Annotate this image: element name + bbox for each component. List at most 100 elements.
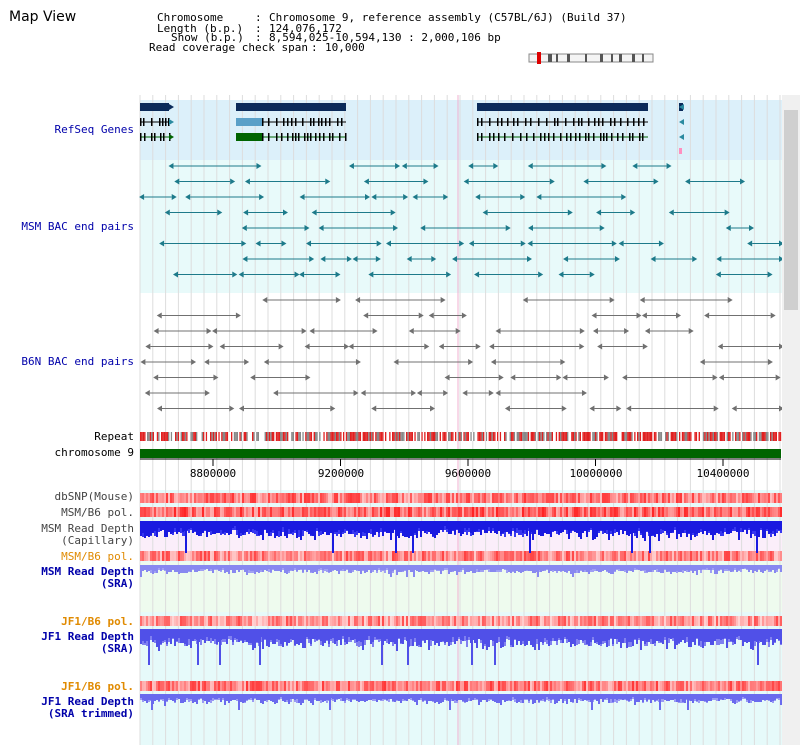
polymorphism-bin [326, 616, 328, 626]
depth-bin [456, 629, 458, 641]
repeat-element [749, 432, 751, 441]
bac-end-marker [603, 374, 609, 381]
polymorphism-bin [316, 551, 318, 561]
polymorphism-bin [754, 493, 756, 503]
depth-bin [336, 521, 338, 532]
polymorphism-bin [300, 681, 302, 691]
bac-end-marker [644, 328, 650, 334]
depth-bin [612, 629, 614, 644]
depth-bin [164, 521, 166, 537]
depth-bin [564, 629, 566, 637]
polymorphism-bin [622, 681, 624, 691]
polymorphism-bin [240, 681, 242, 691]
bac-end-marker [412, 194, 418, 200]
repeat-element [490, 432, 492, 441]
depth-spike [395, 521, 397, 553]
depth-bin [578, 521, 580, 537]
repeat-element [690, 432, 692, 441]
polymorphism-bin [692, 551, 694, 561]
depth-bin [546, 565, 548, 569]
depth-bin [224, 521, 226, 532]
bac-end-marker [238, 405, 244, 412]
depth-bin [350, 521, 352, 534]
depth-bin [176, 629, 178, 641]
polymorphism-bin [624, 507, 626, 517]
polymorphism-bin [412, 507, 414, 517]
polymorphism-bin [502, 551, 504, 561]
polymorphism-bin [420, 507, 422, 517]
repeat-element [233, 432, 236, 441]
depth-bin [198, 694, 200, 699]
repeat-element [656, 432, 658, 441]
depth-bin [194, 629, 196, 639]
polymorphism-bin [184, 616, 186, 626]
depth-bin [554, 629, 556, 641]
polymorphism-bin [170, 493, 172, 503]
depth-bin [320, 694, 322, 700]
polymorphism-bin [332, 507, 334, 517]
polymorphism-bin [504, 681, 506, 691]
depth-bin [170, 694, 172, 700]
depth-bin [286, 521, 288, 538]
bac-end-marker [139, 194, 145, 200]
polymorphism-bin [268, 681, 270, 691]
polymorphism-bin [380, 551, 382, 561]
polymorphism-bin [558, 681, 560, 691]
depth-bin [282, 521, 284, 527]
bac-end-marker [462, 390, 468, 396]
depth-bin [666, 521, 668, 533]
gene-block [140, 103, 169, 111]
polymorphism-bin [388, 551, 390, 561]
polymorphism-bin [190, 493, 192, 503]
ideogram-band [611, 54, 613, 62]
gene-exon [287, 118, 289, 126]
polymorphism-bin [556, 616, 558, 626]
depth-bin [476, 565, 478, 569]
polymorphism-bin [430, 493, 432, 503]
depth-bin [548, 694, 550, 699]
polymorphism-bin [404, 681, 406, 691]
depth-bin [316, 694, 318, 701]
polymorphism-bin [160, 681, 162, 691]
repeat-element [663, 432, 665, 441]
depth-bin [482, 521, 484, 529]
depth-bin [182, 694, 184, 703]
bac-end-marker [446, 271, 452, 278]
polymorphism-bin [168, 551, 170, 561]
polymorphism-bin [602, 507, 604, 517]
polymorphism-bin [422, 616, 424, 626]
depth-bin [550, 629, 552, 641]
depth-bin [378, 521, 380, 533]
repeat-element [155, 432, 157, 441]
depth-bin [670, 521, 672, 533]
polymorphism-bin [652, 493, 654, 503]
polymorphism-bin [234, 551, 236, 561]
polymorphism-bin [362, 616, 364, 626]
depth-bin [492, 629, 494, 641]
repeat-element [568, 432, 570, 441]
polymorphism-bin [624, 493, 626, 503]
polymorphism-bin [372, 493, 374, 503]
polymorphism-bin [448, 616, 450, 626]
bac-end-marker [363, 312, 369, 319]
depth-bin [516, 565, 518, 571]
polymorphism-bin [150, 616, 152, 626]
repeat-element [631, 432, 633, 441]
polymorphism-bin [196, 507, 198, 517]
polymorphism-bin [250, 681, 252, 691]
polymorphism-bin [760, 551, 762, 561]
polymorphism-bin [574, 507, 576, 517]
polymorphism-bin [554, 551, 556, 561]
gene-exon [302, 118, 304, 126]
depth-bin [436, 629, 438, 643]
polymorphism-bin [344, 681, 346, 691]
polymorphism-bin [638, 681, 640, 691]
polymorphism-bin [740, 493, 742, 503]
polymorphism-bin [260, 551, 262, 561]
depth-bin [726, 629, 728, 648]
polymorphism-bin [690, 551, 692, 561]
polymorphism-bin [210, 551, 212, 561]
gene-exon [520, 133, 522, 141]
polymorphism-bin [158, 681, 160, 691]
